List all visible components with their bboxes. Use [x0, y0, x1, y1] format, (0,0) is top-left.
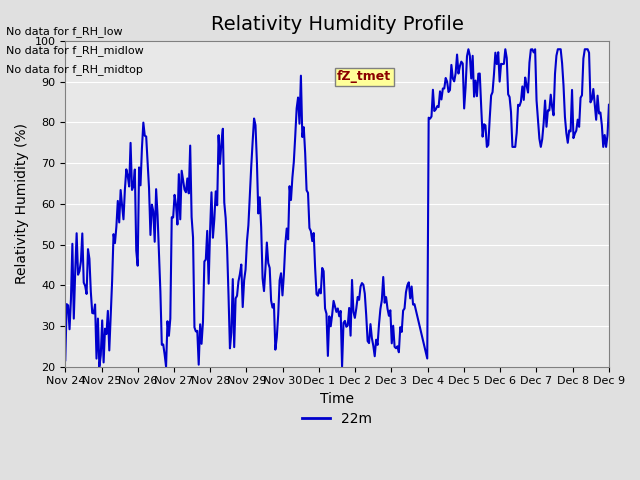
Text: No data for f_RH_low: No data for f_RH_low	[6, 25, 123, 36]
Text: No data for f_RH_midtop: No data for f_RH_midtop	[6, 64, 143, 75]
Text: No data for f_RH_midlow: No data for f_RH_midlow	[6, 45, 144, 56]
Text: fZ_tmet: fZ_tmet	[337, 70, 391, 83]
Legend: 22m: 22m	[296, 406, 378, 432]
Title: Relativity Humidity Profile: Relativity Humidity Profile	[211, 15, 463, 34]
X-axis label: Time: Time	[320, 392, 354, 406]
Y-axis label: Relativity Humidity (%): Relativity Humidity (%)	[15, 123, 29, 284]
